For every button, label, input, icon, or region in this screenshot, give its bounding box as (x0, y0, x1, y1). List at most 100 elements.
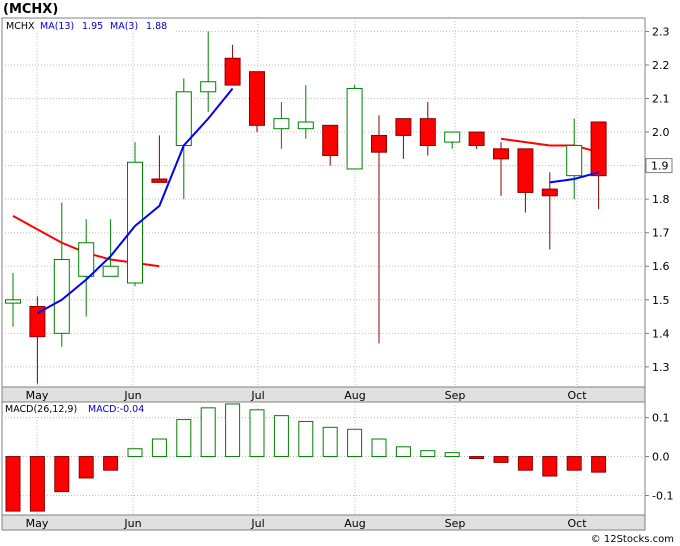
candle-up (297, 85, 314, 139)
macd-bar (517, 456, 533, 471)
macd-y-tick-label: 0.0 (652, 451, 670, 464)
candle-up (53, 202, 70, 347)
macd-bar (127, 448, 143, 458)
candle-body (127, 161, 143, 284)
candle-down (371, 115, 387, 344)
legend-ma13-value: 1.95 (82, 21, 103, 32)
candle-down (224, 44, 241, 86)
price-x-tick-label: Sep (445, 389, 466, 402)
price-y-axis: 1.3 1.4 1.5 1.6 1.7 1.8 1.9 2.0 2.1 2.2 2.3 (645, 25, 670, 374)
candle-up (5, 272, 21, 327)
candle-body (493, 148, 509, 160)
macd-x-axis-band (1, 514, 646, 531)
candle-up (78, 219, 95, 317)
candle-up (175, 78, 192, 200)
candle-up (273, 101, 290, 149)
candle-body (102, 265, 119, 277)
macd-bar (54, 456, 70, 493)
candle-body (29, 305, 46, 338)
price-y-tick-label: 2.3 (652, 25, 670, 38)
price-x-tick-label: Jun (123, 389, 141, 402)
candles (5, 31, 607, 384)
macd-bar (200, 407, 216, 458)
price-x-tick-label: Oct (567, 389, 587, 402)
candle-body (322, 124, 339, 157)
candle-body (249, 71, 265, 126)
last-price-label: 1.9 (651, 160, 669, 173)
price-x-axis-band (1, 386, 646, 403)
macd-x-tick-label: Sep (445, 517, 466, 530)
candle-down (419, 101, 436, 156)
price-y-tick-label: 2.1 (652, 93, 670, 106)
macd-y-tick-label: -0.1 (652, 490, 673, 503)
legend-ma3-value: 1.88 (146, 21, 167, 32)
price-y-tick-label: 1.4 (652, 327, 670, 340)
candle-up (200, 31, 217, 112)
macd-bars (5, 403, 607, 512)
candle-up (127, 142, 143, 287)
candle-body (53, 259, 70, 334)
candle-body (175, 91, 192, 146)
macd-bar (176, 419, 192, 458)
candle-body (517, 148, 534, 193)
legend-ma13-label: MA(13) (40, 21, 74, 32)
macd-bar (103, 456, 119, 471)
macd-bar (591, 456, 607, 473)
candle-down (517, 148, 534, 213)
macd-bar (249, 409, 265, 458)
candle-body (444, 131, 461, 143)
candle-down (395, 118, 412, 159)
macd-bar (273, 415, 289, 458)
price-y-tick-label: 1.8 (652, 193, 670, 206)
macd-bar (395, 446, 411, 458)
candle-body (297, 121, 314, 130)
candle-body (200, 81, 217, 93)
candle-down (468, 131, 485, 149)
macd-bar (444, 452, 460, 458)
macd-panel: May Jun Jul Aug Sep Oct -0.1 0.0 0.1 MACD(26,12… (1, 401, 673, 531)
price-y-tick-label: 1.3 (652, 361, 670, 374)
candle-body (419, 118, 436, 146)
candle-up (566, 118, 583, 200)
legend-symbol: MCHX (6, 21, 35, 32)
macd-bar (566, 456, 582, 471)
macd-bar (347, 428, 363, 458)
macd-legend: MACD(26,12,9) MACD:-0.04 (4, 403, 150, 416)
macd-bar (29, 456, 45, 512)
candle-body (273, 118, 290, 130)
candle-body (541, 188, 558, 197)
macd-y-axis: -0.1 0.0 0.1 (645, 412, 673, 503)
candle-body (346, 87, 363, 170)
price-y-tick-label: 1.5 (652, 294, 670, 307)
legend-ma3-label: MA(3) (110, 21, 138, 32)
price-y-tick-label: 2.0 (652, 126, 670, 139)
price-legend: MCHX MA(13) 1.95 MA(3) 1.88 (4, 19, 176, 33)
macd-bar (5, 456, 21, 512)
macd-bar (225, 403, 241, 458)
last-price-marker: 1.9 (645, 158, 673, 174)
price-panel: May Jun Jul Aug Sep Oct 1.3 1.4 1.5 1.6 1.7 1.8 1.9… (1, 17, 673, 403)
macd-x-tick-label: Oct (567, 517, 587, 530)
macd-bar (322, 426, 338, 458)
candle-body (468, 131, 485, 146)
ma13-line (500, 137, 599, 154)
price-x-tick-label: May (26, 389, 49, 402)
macd-bar (78, 456, 94, 479)
candle-up (444, 131, 461, 149)
macd-bar (420, 450, 436, 458)
candle-up (346, 85, 363, 170)
candle-down (590, 121, 607, 210)
macd-bar (298, 420, 314, 458)
watermark: © 12Stocks.com (591, 534, 674, 545)
macd-params-label: MACD(26,12,9) (5, 404, 77, 415)
price-x-axis: May Jun Jul Aug Sep Oct (26, 389, 588, 402)
macd-x-tick-label: Jul (250, 517, 264, 530)
candle-down (249, 71, 265, 133)
candle-down (29, 296, 46, 384)
candle-body (566, 144, 583, 177)
price-y-tick-label: 1.7 (652, 227, 670, 240)
macd-bar (493, 456, 509, 463)
macd-bar (371, 438, 387, 458)
macd-bar (542, 456, 558, 477)
